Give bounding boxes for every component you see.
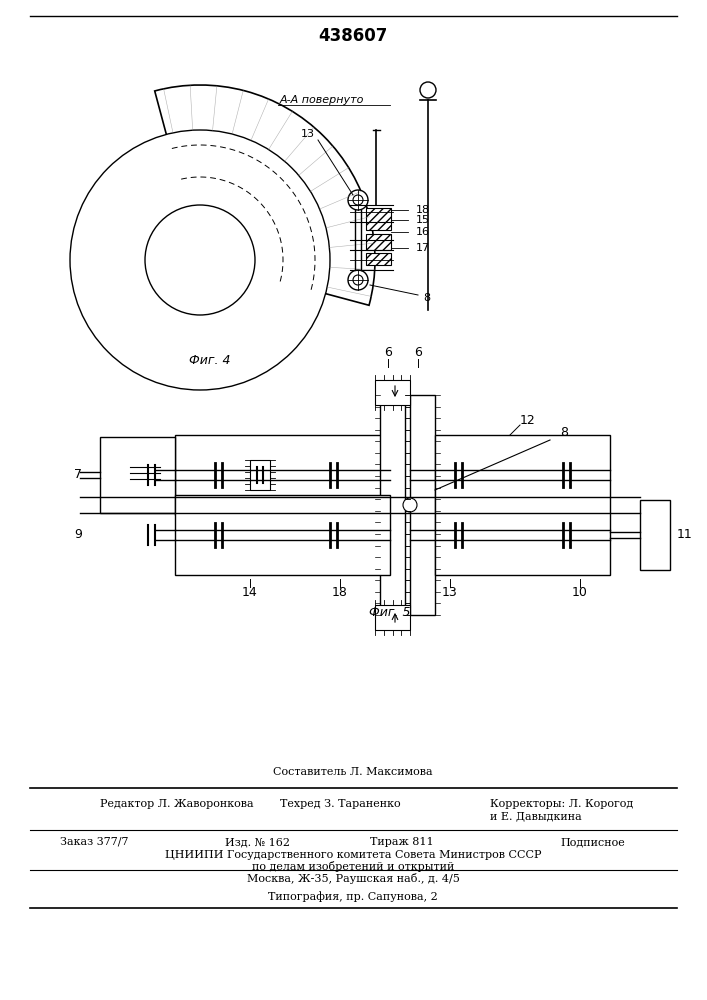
Bar: [380, 395, 405, 615]
Text: 8: 8: [423, 293, 430, 303]
Text: Типография, пр. Сапунова, 2: Типография, пр. Сапунова, 2: [268, 892, 438, 902]
Circle shape: [348, 270, 368, 290]
Text: Редактор Л. Жаворонкова: Редактор Л. Жаворонкова: [100, 799, 254, 809]
Text: 8: 8: [560, 426, 568, 440]
Wedge shape: [155, 85, 375, 305]
Text: 9: 9: [74, 528, 82, 542]
Bar: [250, 460, 270, 490]
Text: Составитель Л. Максимова: Составитель Л. Максимова: [273, 767, 433, 777]
Text: и Е. Давыдкина: и Е. Давыдкина: [490, 811, 582, 821]
Circle shape: [70, 130, 330, 390]
Text: 7: 7: [74, 468, 82, 482]
Bar: [410, 395, 435, 615]
Text: Изд. № 162: Изд. № 162: [225, 837, 290, 847]
Text: 13: 13: [301, 129, 315, 139]
Text: 15: 15: [416, 215, 430, 225]
Bar: [375, 380, 410, 405]
Bar: [100, 437, 175, 513]
Text: 6: 6: [414, 347, 422, 360]
Text: по делам изобретений и открытий: по делам изобретений и открытий: [252, 860, 454, 871]
Text: 11: 11: [677, 528, 693, 542]
Text: 10: 10: [572, 586, 588, 599]
Text: Корректоры: Л. Корогод: Корректоры: Л. Корогод: [490, 799, 633, 809]
Text: 18: 18: [332, 586, 348, 599]
Bar: [366, 208, 391, 230]
Text: Подписное: Подписное: [560, 837, 625, 847]
Circle shape: [145, 205, 255, 315]
Circle shape: [403, 498, 417, 512]
Text: ЦНИИПИ Государственного комитета Совета Министров СССР: ЦНИИПИ Государственного комитета Совета …: [165, 850, 542, 860]
Circle shape: [348, 190, 368, 210]
Bar: [435, 435, 610, 575]
Circle shape: [353, 195, 363, 205]
Text: Фиг. 5: Фиг. 5: [369, 606, 411, 619]
Text: 18: 18: [416, 205, 430, 215]
Text: Тираж 811: Тираж 811: [370, 837, 433, 847]
Text: 14: 14: [242, 586, 258, 599]
Bar: [366, 253, 391, 265]
Text: 12: 12: [520, 414, 536, 426]
Bar: [175, 435, 390, 515]
Circle shape: [353, 275, 363, 285]
Text: 13: 13: [442, 586, 458, 599]
Text: Фиг. 4: Фиг. 4: [189, 354, 230, 366]
Bar: [366, 234, 391, 250]
Text: 17: 17: [416, 243, 430, 253]
Text: Москва, Ж-35, Раушская наб., д. 4/5: Москва, Ж-35, Раушская наб., д. 4/5: [247, 872, 460, 884]
Text: А-А повернуто: А-А повернуто: [280, 95, 364, 105]
Text: 16: 16: [416, 227, 430, 237]
Text: Заказ 377/7: Заказ 377/7: [60, 837, 129, 847]
Text: Техред З. Тараненко: Техред З. Тараненко: [280, 799, 401, 809]
Text: 6: 6: [384, 347, 392, 360]
Text: 438607: 438607: [318, 27, 387, 45]
Bar: [175, 495, 390, 575]
Bar: [640, 500, 670, 570]
Bar: [375, 605, 410, 630]
